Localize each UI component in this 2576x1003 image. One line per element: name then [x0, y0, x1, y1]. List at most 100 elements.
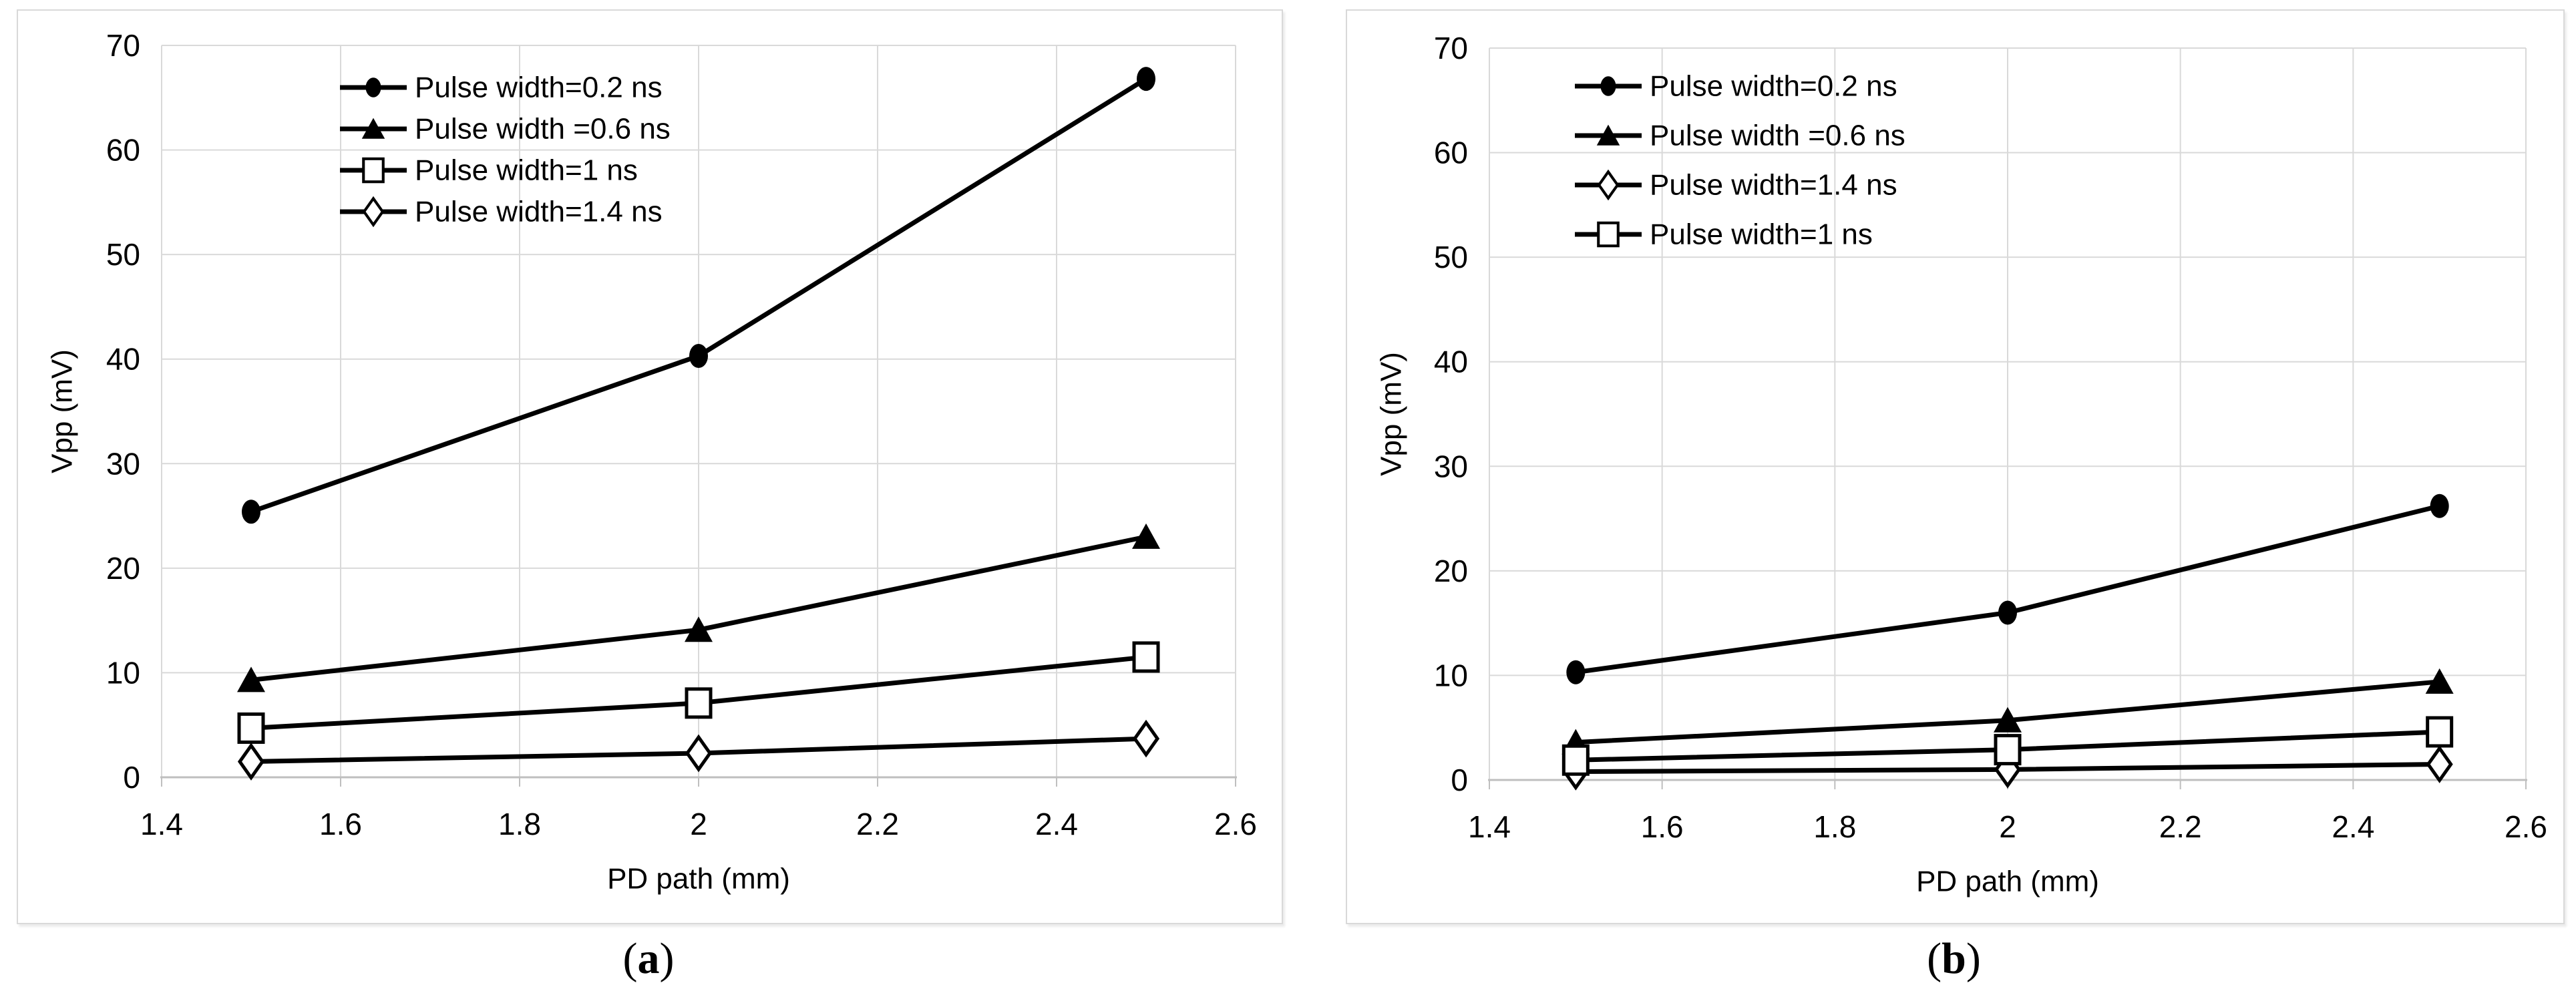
- open-square-marker: [1994, 734, 2022, 766]
- gridlines: [161, 45, 1236, 777]
- y-tick-label: 60: [106, 133, 140, 168]
- legend: Pulse width=0.2 ns Pulse width =0.6 ns Pul…: [340, 71, 671, 228]
- filled-circle-marker: [689, 344, 708, 369]
- y-tick-label: 70: [1434, 31, 1468, 65]
- x-tick-label: 2.6: [1214, 807, 1257, 841]
- legend-item: Pulse width=0.2 ns: [340, 71, 663, 104]
- open-square-marker: [1561, 744, 1590, 776]
- caption-a-open: (: [622, 934, 638, 983]
- filled-circle-marker: [2430, 493, 2449, 518]
- filled-triangle-legend-marker: [361, 118, 385, 139]
- x-tick-label: 1.4: [1468, 809, 1511, 844]
- legend-item: Pulse width=1.4 ns: [1575, 169, 1897, 202]
- legend-item: Pulse width=1.4 ns: [340, 196, 663, 228]
- y-tick-label: 50: [106, 237, 140, 272]
- open-square-marker: [1132, 641, 1160, 673]
- series-0: [242, 67, 1155, 524]
- y-tick-label: 40: [106, 342, 140, 377]
- legend-label: Pulse width=0.2 ns: [415, 71, 663, 104]
- x-tick-label: 2: [1999, 809, 2016, 844]
- chart-panel-b: 0 10 20 30 40 50 60 70 1.4 1.6 1.8 2 2.2 2.4 2.6 PD pat…: [1346, 9, 2565, 924]
- y-tick-label: 30: [106, 446, 140, 481]
- chart-svg-b: 0 10 20 30 40 50 60 70 1.4 1.6 1.8 2 2.2 2.4 2.6 PD pat…: [1375, 31, 2547, 898]
- gridlines: [1489, 47, 2527, 780]
- caption-b-letter: b: [1942, 934, 1966, 983]
- y-tick-label: 10: [1434, 658, 1468, 692]
- open-square-legend-marker: [362, 157, 385, 184]
- x-axis-title: PD path (mm): [607, 863, 790, 895]
- series-3: [1561, 716, 2454, 776]
- x-tick-label: 1.8: [1813, 809, 1856, 844]
- caption-b-open: (: [1927, 934, 1942, 983]
- x-tick-label: 2.2: [856, 807, 899, 841]
- series-1: [237, 523, 1160, 692]
- open-diamond-marker: [2426, 745, 2453, 783]
- caption-a-letter: a: [637, 934, 660, 983]
- x-tick-label: 1.4: [140, 807, 183, 841]
- x-axis-labels: 1.4 1.6 1.8 2 2.2 2.4 2.6: [1468, 809, 2547, 844]
- x-axis-labels: 1.4 1.6 1.8 2 2.2 2.4 2.6: [140, 807, 1257, 841]
- y-tick-label: 40: [1434, 345, 1468, 379]
- filled-circle-legend-marker: [365, 77, 381, 97]
- y-tick-label: 60: [1434, 136, 1468, 170]
- x-tick-label: 2.4: [2332, 809, 2374, 844]
- caption-a-close: ): [659, 934, 675, 983]
- legend-label: Pulse width=1.4 ns: [415, 196, 663, 228]
- legend-label: Pulse width =0.6 ns: [1650, 120, 1905, 152]
- caption-b: (b): [1346, 934, 2562, 1000]
- open-diamond-legend-marker: [362, 196, 385, 228]
- open-square-marker: [237, 712, 265, 744]
- y-tick-label: 10: [106, 655, 140, 690]
- filled-triangle-marker: [237, 666, 265, 692]
- y-axis-title: Vpp (mV): [46, 349, 79, 473]
- caption-a: (a): [17, 934, 1280, 1000]
- x-tick-label: 2.2: [2159, 809, 2202, 844]
- y-axis-title: Vpp (mV): [1375, 352, 1408, 476]
- y-axis-labels: 0 10 20 30 40 50 60 70: [1434, 31, 1468, 797]
- legend-item: Pulse width =0.6 ns: [1575, 120, 1905, 152]
- caption-b-close: ): [1966, 934, 1981, 983]
- y-axis-labels: 0 10 20 30 40 50 60 70: [106, 28, 140, 795]
- y-tick-label: 0: [1451, 763, 1468, 797]
- x-tick-label: 1.6: [1641, 809, 1684, 844]
- series-2: [237, 641, 1160, 744]
- open-diamond-marker: [1132, 719, 1160, 758]
- legend-label: Pulse width=1.4 ns: [1650, 169, 1897, 202]
- x-tick-label: 2: [690, 807, 707, 841]
- chart-panel-a: 0 10 20 30 40 50 60 70 1.4 1.6 1.8 2 2.2 2.4 2.6 PD pat…: [17, 9, 1283, 924]
- x-tick-label: 2.6: [2505, 809, 2547, 844]
- filled-circle-marker: [1998, 600, 2017, 625]
- filled-triangle-marker: [2425, 668, 2454, 694]
- y-tick-label: 50: [1434, 240, 1468, 274]
- open-diamond-legend-marker: [1597, 169, 1620, 201]
- x-tick-label: 1.8: [498, 807, 541, 841]
- y-tick-label: 0: [123, 760, 140, 795]
- filled-triangle-marker: [1132, 523, 1160, 549]
- open-square-legend-marker: [1597, 221, 1620, 248]
- x-tick-label: 1.6: [319, 807, 362, 841]
- open-diamond-marker: [685, 734, 713, 773]
- open-square-marker: [685, 687, 713, 719]
- series-0: [1566, 493, 2449, 684]
- filled-circle-marker: [1137, 67, 1155, 91]
- filled-triangle-legend-marker: [1596, 124, 1620, 146]
- x-axis: [160, 776, 1237, 787]
- series-3: [237, 719, 1160, 781]
- filled-triangle-marker: [685, 616, 713, 642]
- legend-label: Pulse width =0.6 ns: [415, 113, 671, 146]
- open-diamond-marker: [237, 743, 265, 781]
- legend-item: Pulse width =0.6 ns: [340, 113, 671, 146]
- open-square-marker: [2426, 716, 2454, 748]
- legend-item: Pulse width=1 ns: [340, 154, 638, 187]
- legend-label: Pulse width=0.2 ns: [1650, 70, 1897, 103]
- filled-circle-marker: [1566, 660, 1586, 684]
- chart-svg-a: 0 10 20 30 40 50 60 70 1.4 1.6 1.8 2 2.2 2.4 2.6 PD pat…: [46, 28, 1257, 895]
- legend-label: Pulse width=1 ns: [1650, 218, 1873, 251]
- filled-circle-legend-marker: [1600, 76, 1616, 96]
- y-tick-label: 30: [1434, 449, 1468, 483]
- legend-item: Pulse width=1 ns: [1575, 218, 1873, 251]
- y-tick-label: 70: [106, 28, 140, 63]
- x-axis-title: PD path (mm): [1916, 865, 2099, 898]
- legend-item: Pulse width=0.2 ns: [1575, 70, 1897, 103]
